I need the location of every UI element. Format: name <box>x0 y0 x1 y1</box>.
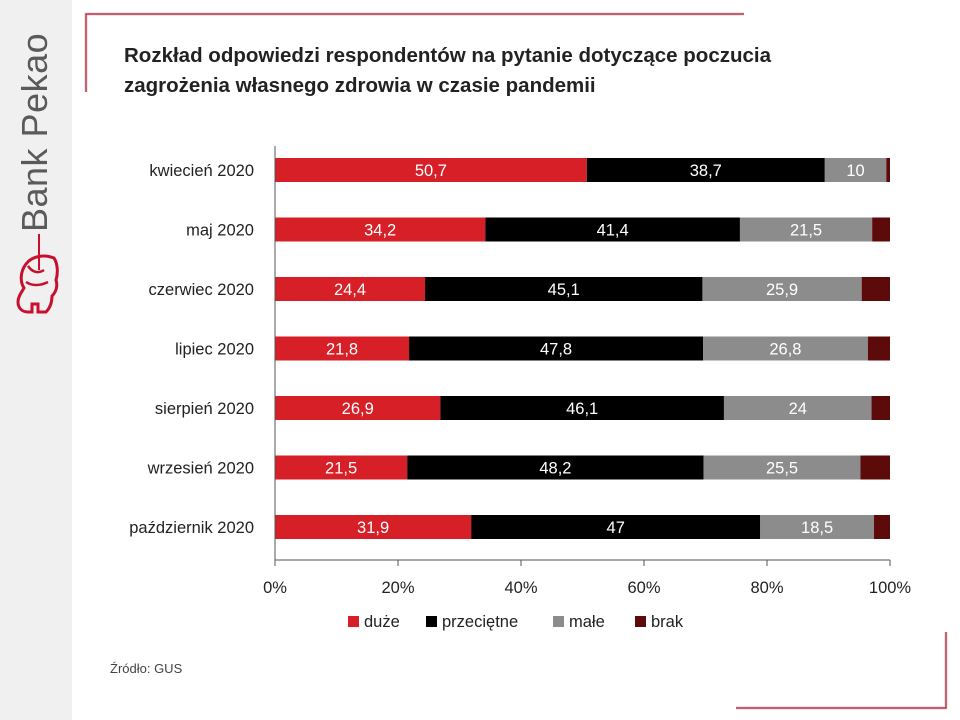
data-label: 45,1 <box>548 281 580 299</box>
legend-label: duże <box>364 613 400 631</box>
bar-segment-duże <box>275 217 486 242</box>
category-label: październik 2020 <box>129 519 254 537</box>
data-label: 21,5 <box>790 222 822 240</box>
pekao-bison-logo-icon <box>16 254 59 314</box>
data-label: 31,9 <box>357 519 389 537</box>
bar-segment-brak <box>872 217 890 242</box>
category-label: lipiec 2020 <box>175 341 254 359</box>
bar-segment-małe <box>702 277 862 301</box>
bar-segment-małe <box>739 217 873 242</box>
legend-swatch-duże <box>348 616 359 627</box>
data-label: 24,4 <box>334 281 366 299</box>
x-tick-label: 60% <box>627 579 660 597</box>
data-label: 50,7 <box>415 162 447 180</box>
data-label: 47 <box>607 519 625 537</box>
bar-segment-duże <box>275 158 587 182</box>
data-label: 46,1 <box>566 400 598 418</box>
data-label: 21,8 <box>326 341 358 359</box>
data-label: 26,9 <box>342 400 374 418</box>
bar-segment-brak <box>874 515 890 539</box>
legend-swatch-przeciętne <box>426 616 437 627</box>
data-label: 25,9 <box>766 281 798 299</box>
data-label: 10 <box>846 162 864 180</box>
bar-segment-małe <box>703 336 868 361</box>
chart-title-line-2: zagrożenia własnego zdrowia w czasie pan… <box>124 74 596 97</box>
bar-segment-duże <box>275 515 472 539</box>
bar-segment-przeciętne <box>440 396 724 420</box>
x-tick-label: 40% <box>504 579 537 597</box>
data-label: 24 <box>789 400 807 418</box>
x-tick-label: 20% <box>381 579 414 597</box>
legend-swatch-brak <box>635 616 646 627</box>
data-label: 48,2 <box>539 460 571 478</box>
x-tick-label: 80% <box>750 579 783 597</box>
chart-title-line-1: Rozkład odpowiedzi respondentów na pytan… <box>124 44 771 67</box>
bar-segment-brak <box>860 455 890 480</box>
bar-segment-przeciętne <box>409 336 704 361</box>
legend-label: małe <box>569 613 605 631</box>
bar-segment-brak <box>861 277 890 301</box>
legend-label: przeciętne <box>442 613 518 631</box>
data-label: 21,5 <box>325 460 357 478</box>
legend-label: brak <box>651 613 684 631</box>
bar-segment-małe <box>824 158 887 182</box>
data-label: 25,5 <box>766 460 798 478</box>
chart-title: Rozkład odpowiedzi respondentów na pytan… <box>124 41 884 101</box>
bar-segment-przeciętne <box>586 158 825 182</box>
source-note: Źródło: GUS <box>110 661 183 676</box>
x-tick-label: 100% <box>869 579 912 597</box>
data-label: 47,8 <box>540 341 572 359</box>
bar-segment-małe <box>760 515 875 539</box>
data-label: 34,2 <box>364 222 396 240</box>
x-tick-label: 0% <box>263 579 287 597</box>
bar-segment-przeciętne <box>485 217 740 242</box>
legend-swatch-małe <box>553 616 564 627</box>
data-label: 26,8 <box>769 341 801 359</box>
bar-segment-duże <box>275 455 408 480</box>
bar-segment-małe <box>723 396 872 420</box>
data-label: 18,5 <box>801 519 833 537</box>
category-label: sierpień 2020 <box>155 400 254 418</box>
bar-segment-duże <box>275 336 410 361</box>
bar-segment-przeciętne <box>407 455 704 480</box>
bar-segment-brak <box>871 396 890 420</box>
bar-segment-małe <box>703 455 861 480</box>
data-label: 41,4 <box>597 222 629 240</box>
category-label: czerwiec 2020 <box>149 281 254 299</box>
bar-segment-brak <box>886 158 890 182</box>
category-label: maj 2020 <box>186 222 254 240</box>
data-label: 38,7 <box>690 162 722 180</box>
brand-separator <box>38 234 40 270</box>
category-label: wrzesień 2020 <box>147 460 254 478</box>
category-label: kwiecień 2020 <box>149 162 254 180</box>
brand-sidebar: Bank Pekao <box>0 0 72 720</box>
bar-segment-duże <box>275 277 426 301</box>
bar-segment-przeciętne <box>471 515 761 539</box>
bar-segment-przeciętne <box>425 277 703 301</box>
bar-segment-brak <box>867 336 890 361</box>
bar-segment-duże <box>275 396 441 420</box>
